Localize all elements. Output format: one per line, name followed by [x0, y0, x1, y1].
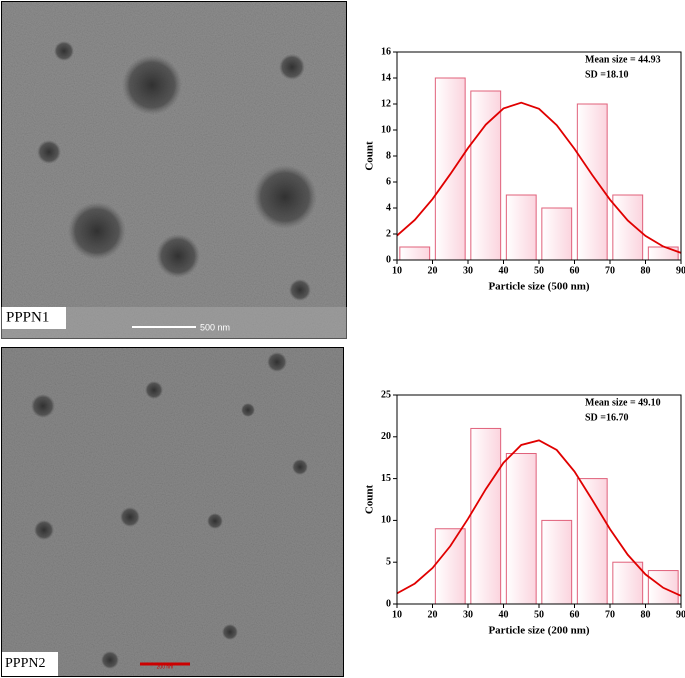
bar: [612, 194, 644, 261]
y-tick-label: 12: [381, 98, 391, 109]
bar: [647, 246, 679, 261]
x-tick-label: 10: [392, 609, 402, 620]
x-axis-label: Particle size (500 nm): [488, 281, 589, 293]
bar: [399, 246, 431, 261]
x-tick-label: 40: [499, 265, 509, 276]
tem-image-1: PPPN1 500 nm: [0, 0, 348, 340]
scale-bar-label: 200 nm: [157, 664, 174, 670]
y-tick-label: 8: [386, 150, 391, 161]
annotation: SD =16.70: [585, 412, 628, 423]
x-tick-label: 50: [534, 609, 544, 620]
x-tick-label: 30: [463, 609, 473, 620]
fit-curve: [396, 439, 682, 597]
y-tick-label: 20: [381, 431, 391, 442]
bar: [612, 561, 644, 605]
x-tick-label: 80: [641, 609, 651, 620]
y-tick-label: 5: [386, 556, 391, 567]
x-tick-label: 70: [605, 265, 615, 276]
bar: [505, 453, 537, 605]
y-tick-label: 4: [386, 202, 391, 213]
tem-image-2: PPPN2 200 nm: [0, 346, 345, 678]
x-tick-label: 50: [534, 265, 544, 276]
x-tick-label: 60: [570, 609, 580, 620]
x-tick-label: 80: [641, 265, 651, 276]
bar: [434, 528, 466, 605]
y-tick-label: 2: [386, 228, 391, 239]
bar: [576, 103, 608, 261]
x-tick-label: 40: [499, 609, 509, 620]
x-tick-label: 90: [676, 609, 685, 620]
annotation: Mean size = 44.93: [585, 54, 661, 65]
annotation: Mean size = 49.10: [585, 397, 661, 408]
y-tick-label: 25: [381, 389, 391, 400]
bar: [505, 194, 537, 261]
y-tick-label: 0: [386, 598, 391, 609]
x-tick-label: 20: [428, 265, 438, 276]
bar: [470, 90, 502, 261]
y-tick-label: 0: [386, 254, 391, 265]
x-tick-label: 90: [676, 265, 685, 276]
x-tick-label: 70: [605, 609, 615, 620]
y-tick-label: 6: [386, 176, 391, 187]
image-label: PPPN2: [5, 656, 45, 671]
y-tick-label: 16: [381, 46, 391, 57]
bar: [541, 207, 573, 261]
fit-curve: [396, 101, 682, 254]
y-axis-label: Count: [364, 141, 376, 171]
bar: [470, 427, 502, 605]
x-tick-label: 30: [463, 265, 473, 276]
y-tick-label: 14: [381, 72, 391, 83]
y-tick-label: 10: [381, 515, 391, 526]
scale-bar-label: 500 nm: [200, 322, 230, 332]
annotation: SD =18.10: [585, 69, 628, 80]
bar: [576, 478, 608, 605]
x-tick-label: 20: [428, 609, 438, 620]
y-axis-label: Count: [364, 484, 376, 514]
y-tick-label: 15: [381, 473, 391, 484]
image-label: PPPN1: [6, 309, 49, 325]
bar: [541, 519, 573, 605]
y-tick-label: 10: [381, 124, 391, 135]
x-tick-label: 10: [392, 265, 402, 276]
x-axis-label: Particle size (200 nm): [488, 625, 589, 637]
x-tick-label: 60: [570, 265, 580, 276]
bar: [434, 77, 466, 261]
